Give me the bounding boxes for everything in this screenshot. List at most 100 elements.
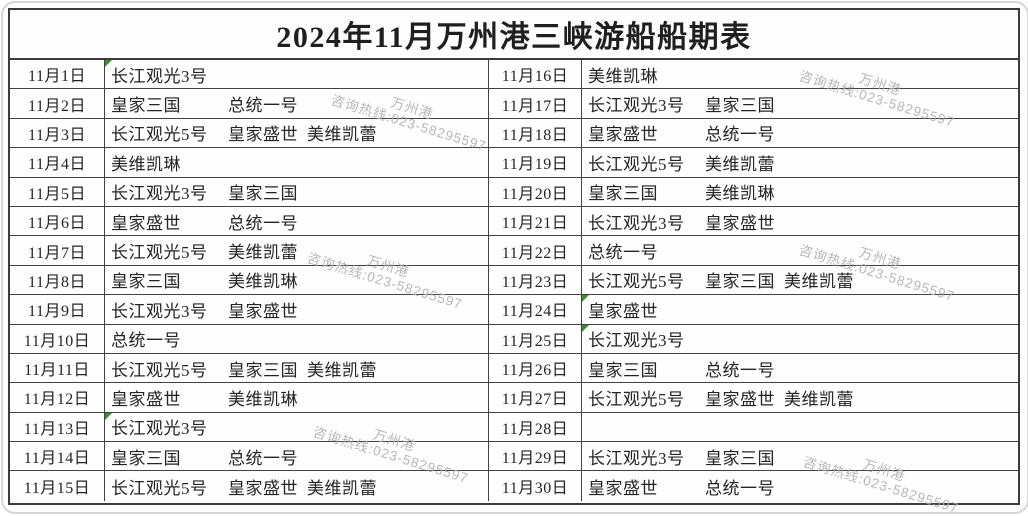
ships-cell: 长江观光5号 皇家盛世 美维凯蕾 (582, 383, 1018, 413)
ships-cell: 美维凯琳 (105, 148, 489, 178)
ship-name: 长江观光3号 (588, 96, 685, 116)
ships-cell: 总统一号 (582, 236, 1018, 266)
date-cell: 11月3日 (10, 118, 105, 149)
ship-name: 皇家盛世 (111, 389, 181, 409)
title-row: 2024年11月万州港三峡游船船期表 (10, 10, 1018, 60)
ship-name: 美维凯琳 (228, 272, 298, 292)
ship-name: 皇家三国 (705, 96, 775, 116)
ships-cell: 长江观光3号 (582, 324, 1018, 354)
ship-name: 长江观光5号 (111, 360, 208, 380)
ships-cell: 长江观光3号 (105, 412, 489, 443)
ship-name: 长江观光5号 (111, 243, 208, 263)
ship-name: 长江观光3号 (111, 419, 208, 439)
ships-cell: 皇家盛世 总统一号 (582, 119, 1018, 149)
ship-name: 总统一号 (228, 96, 298, 116)
ship-name: 美维凯蕾 (307, 125, 377, 145)
ships-cell: 长江观光3号 皇家三国 (105, 177, 489, 207)
date-cell: 11月27日 (489, 383, 582, 413)
date-cell: 11月28日 (489, 412, 582, 443)
date-cell: 11月5日 (10, 177, 105, 207)
date-cell: 11月15日 (10, 471, 105, 501)
ships-cell: 皇家盛世 总统一号 (582, 471, 1018, 500)
date-cell: 11月7日 (10, 236, 105, 266)
date-cell: 11月23日 (489, 265, 582, 296)
ship-name: 美维凯蕾 (307, 360, 377, 380)
schedule-table: 2024年11月万州港三峡游船船期表 11月1日 长江观光3号 11月16日 美维凯琳… (8, 8, 1020, 505)
ship-name: 皇家盛世 (228, 478, 298, 498)
ships-cell: 皇家三国 总统一号 (105, 89, 489, 119)
ships-cell: 皇家三国 总统一号 (105, 442, 489, 472)
date-cell: 11月16日 (489, 60, 582, 90)
ship-name: 美维凯琳 (111, 154, 181, 174)
ship-name: 皇家三国 (111, 448, 181, 468)
date-cell: 11月20日 (489, 177, 582, 207)
ship-name: 皇家三国 (705, 448, 775, 468)
ship-name: 皇家盛世 (588, 301, 658, 321)
ship-name: 长江观光3号 (588, 448, 685, 468)
ship-name: 皇家盛世 (705, 389, 775, 409)
date-cell: 11月26日 (489, 353, 582, 384)
date-cell: 11月30日 (489, 471, 582, 501)
date-cell: 11月25日 (489, 324, 582, 354)
ship-name: 长江观光5号 (588, 272, 685, 292)
ship-name: 皇家三国 (228, 360, 298, 380)
date-cell: 11月2日 (10, 89, 105, 119)
ship-name: 皇家盛世 (228, 125, 298, 145)
date-cell: 11月17日 (489, 89, 582, 119)
ship-name: 长江观光5号 (111, 478, 208, 498)
ships-cell: 总统一号 (105, 324, 489, 354)
date-cell: 11月6日 (10, 206, 105, 237)
ships-cell: 长江观光3号 (105, 60, 489, 90)
ship-name: 总统一号 (228, 448, 298, 468)
date-cell: 11月13日 (10, 412, 105, 443)
ship-name: 美维凯蕾 (705, 154, 775, 174)
ships-cell: 长江观光3号 皇家三国 (582, 442, 1018, 472)
ships-cell: 皇家三国 总统一号 (582, 354, 1018, 384)
page-title: 2024年11月万州港三峡游船船期表 (276, 21, 752, 54)
date-cell: 11月24日 (489, 295, 582, 325)
ship-name: 长江观光3号 (588, 213, 685, 233)
ship-name: 美维凯蕾 (784, 272, 854, 292)
ship-name: 长江观光5号 (588, 389, 685, 409)
ship-name: 长江观光3号 (588, 331, 685, 351)
ship-name: 总统一号 (705, 360, 775, 380)
ship-name: 皇家盛世 (111, 213, 181, 233)
schedule-grid: 11月1日 长江观光3号 11月16日 美维凯琳 11月2日 皇家三国 总统一号 11月17日… (10, 60, 1018, 501)
ships-cell: 皇家盛世 总统一号 (105, 206, 489, 237)
date-cell: 11月8日 (10, 265, 105, 296)
ship-name: 美维凯琳 (228, 389, 298, 409)
ships-cell: 皇家盛世 (582, 295, 1018, 325)
ships-cell: 长江观光5号 皇家盛世 美维凯蕾 (105, 471, 489, 501)
date-cell: 11月29日 (489, 442, 582, 472)
ships-cell: 长江观光3号 皇家三国 (582, 89, 1018, 119)
ship-name: 皇家三国 (588, 184, 658, 204)
ship-name: 皇家三国 (111, 96, 181, 116)
date-cell: 11月4日 (10, 148, 105, 178)
ships-cell: 皇家三国 美维凯琳 (105, 265, 489, 296)
ship-name: 美维凯琳 (705, 184, 775, 204)
ship-name: 总统一号 (228, 213, 298, 233)
ship-name: 长江观光3号 (111, 301, 208, 321)
ships-cell: 皇家三国 美维凯琳 (582, 178, 1018, 207)
ship-name: 长江观光3号 (111, 66, 208, 86)
ship-name: 皇家三国 (111, 272, 181, 292)
ship-name: 美维凯蕾 (784, 389, 854, 409)
ship-name: 皇家盛世 (588, 125, 658, 145)
ships-cell: 长江观光5号 美维凯蕾 (105, 236, 489, 266)
date-cell: 11月9日 (10, 295, 105, 325)
ship-name: 总统一号 (588, 243, 658, 263)
ships-cell: 美维凯琳 (582, 60, 1018, 90)
ship-name: 总统一号 (705, 125, 775, 145)
ships-cell: 长江观光5号 皇家盛世 美维凯蕾 (105, 118, 489, 149)
date-cell: 11月11日 (10, 353, 105, 384)
ships-cell (582, 413, 1018, 443)
ship-name: 皇家三国 (705, 272, 775, 292)
date-cell: 11月21日 (489, 206, 582, 237)
ship-name: 总统一号 (705, 478, 775, 498)
date-cell: 11月18日 (489, 118, 582, 149)
ship-name: 皇家三国 (588, 360, 658, 380)
ships-cell: 长江观光3号 皇家盛世 (582, 207, 1018, 237)
ship-name: 美维凯蕾 (307, 478, 377, 498)
ship-name: 长江观光5号 (111, 125, 208, 145)
